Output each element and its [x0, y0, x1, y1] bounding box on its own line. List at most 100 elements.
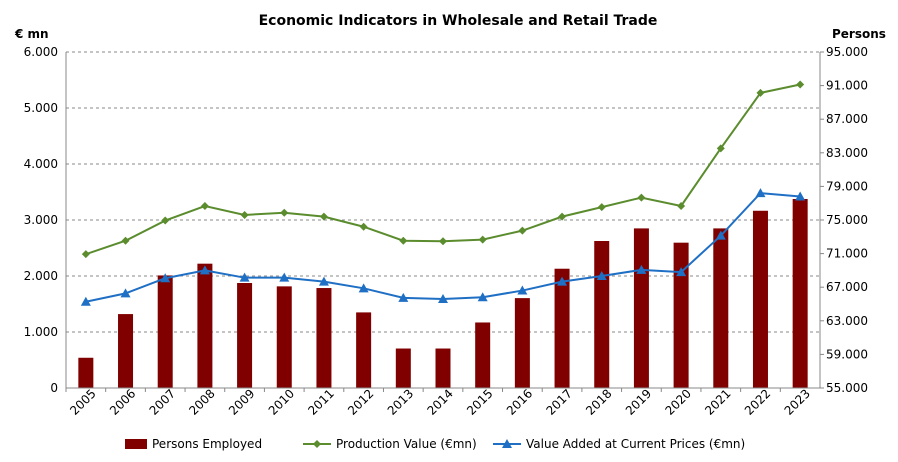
data-point [399, 236, 408, 245]
legend-marker [313, 440, 321, 448]
left-tick-label: 6.000 [24, 45, 58, 59]
right-tick-label: 71.000 [826, 247, 868, 261]
left-tick-label: 5.000 [24, 101, 58, 115]
data-point [239, 272, 250, 282]
x-tick-label: 2009 [226, 386, 257, 417]
x-tick-label: 2015 [464, 386, 495, 417]
series-line [85, 83, 801, 256]
data-point [756, 88, 765, 97]
legend-item: Value Added at Current Prices (€mn) [493, 437, 745, 451]
x-tick-label: 2016 [504, 386, 535, 417]
legend-item: Production Value (€mn) [303, 437, 477, 451]
bar [276, 286, 292, 388]
bar [157, 275, 173, 388]
legend-label: Persons Employed [152, 437, 262, 451]
x-tick-label: 2023 [782, 386, 813, 417]
legend: Persons Employed Production Value (€mn) Va… [125, 437, 745, 451]
data-point [359, 222, 368, 231]
right-tick-label: 79.000 [826, 179, 868, 193]
bar [792, 199, 808, 388]
x-tick-label: 2022 [742, 386, 773, 417]
left-tick-label: 4.000 [24, 157, 58, 171]
data-point [161, 216, 170, 225]
bar [673, 242, 689, 388]
legend-item: Persons Employed [125, 437, 262, 451]
left-axis-unit-label: € mn [14, 27, 49, 41]
data-point [319, 212, 328, 221]
x-tick-label: 2014 [424, 386, 455, 417]
right-tick-label: 75.000 [826, 213, 868, 227]
data-point [80, 296, 91, 306]
x-tick-label: 2005 [67, 386, 98, 417]
data-point [518, 226, 527, 235]
data-point [199, 265, 210, 275]
data-point [438, 293, 448, 303]
data-point [715, 230, 726, 240]
legend-label: Production Value (€mn) [336, 437, 477, 451]
bar [118, 314, 134, 388]
data-point [755, 188, 766, 198]
bar [237, 283, 253, 388]
bar [752, 210, 768, 388]
data-point [558, 212, 567, 221]
x-tick-label: 2018 [583, 386, 614, 417]
bar [594, 241, 610, 388]
left-tick-label: 2.000 [24, 269, 58, 283]
bar [197, 263, 213, 388]
x-tick-label: 2010 [266, 386, 297, 417]
legend-label: Value Added at Current Prices (€mn) [526, 437, 745, 451]
x-tick-label: 2011 [305, 386, 336, 417]
x-tick-label: 2012 [345, 386, 376, 417]
data-point [676, 267, 687, 277]
axes [65, 51, 824, 392]
data-point [477, 292, 488, 302]
data-point [439, 237, 447, 246]
x-tick-label: 2013 [385, 386, 416, 417]
bar [475, 322, 491, 388]
data-point [120, 288, 131, 298]
data-point [636, 264, 647, 274]
x-tick-label: 2007 [147, 386, 178, 417]
line-series [80, 80, 806, 306]
data-point [478, 235, 487, 244]
data-point [358, 283, 369, 293]
bar [435, 348, 451, 388]
data-point [637, 193, 646, 202]
data-point [597, 203, 606, 212]
x-tick-label: 2006 [107, 386, 138, 417]
x-tick-label: 2020 [663, 386, 694, 417]
bar [395, 348, 411, 388]
data-point [557, 276, 568, 286]
right-tick-label: 55.000 [826, 381, 868, 395]
x-tick-label: 2017 [543, 386, 574, 417]
data-point [240, 210, 249, 219]
right-tick-label: 67.000 [826, 280, 868, 294]
data-point [160, 273, 171, 283]
right-tick-label: 91.000 [826, 79, 868, 93]
data-point [795, 191, 806, 201]
x-tick-label: 2008 [186, 386, 217, 417]
bar [633, 228, 649, 388]
bar [554, 268, 570, 388]
data-point [596, 271, 607, 280]
right-axis-unit-label: Persons [832, 27, 886, 41]
bar [78, 357, 94, 388]
x-tick-label: 2019 [623, 386, 654, 417]
data-point [280, 208, 289, 217]
bar [356, 312, 372, 388]
data-point [716, 144, 725, 153]
chart-title: Economic Indicators in Wholesale and Ret… [259, 13, 658, 29]
data-point [398, 292, 409, 302]
right-tick-label: 95.000 [826, 45, 868, 59]
x-tick-label: 2021 [702, 386, 733, 417]
data-point [279, 272, 290, 282]
legend-marker [502, 439, 512, 448]
bar-series [78, 199, 808, 388]
right-tick-label: 59.000 [826, 347, 868, 361]
right-tick-label: 63.000 [826, 314, 868, 328]
data-point [517, 285, 528, 295]
left-tick-label: 3.000 [24, 213, 58, 227]
data-point [677, 202, 686, 210]
left-tick-label: 0 [50, 381, 58, 395]
